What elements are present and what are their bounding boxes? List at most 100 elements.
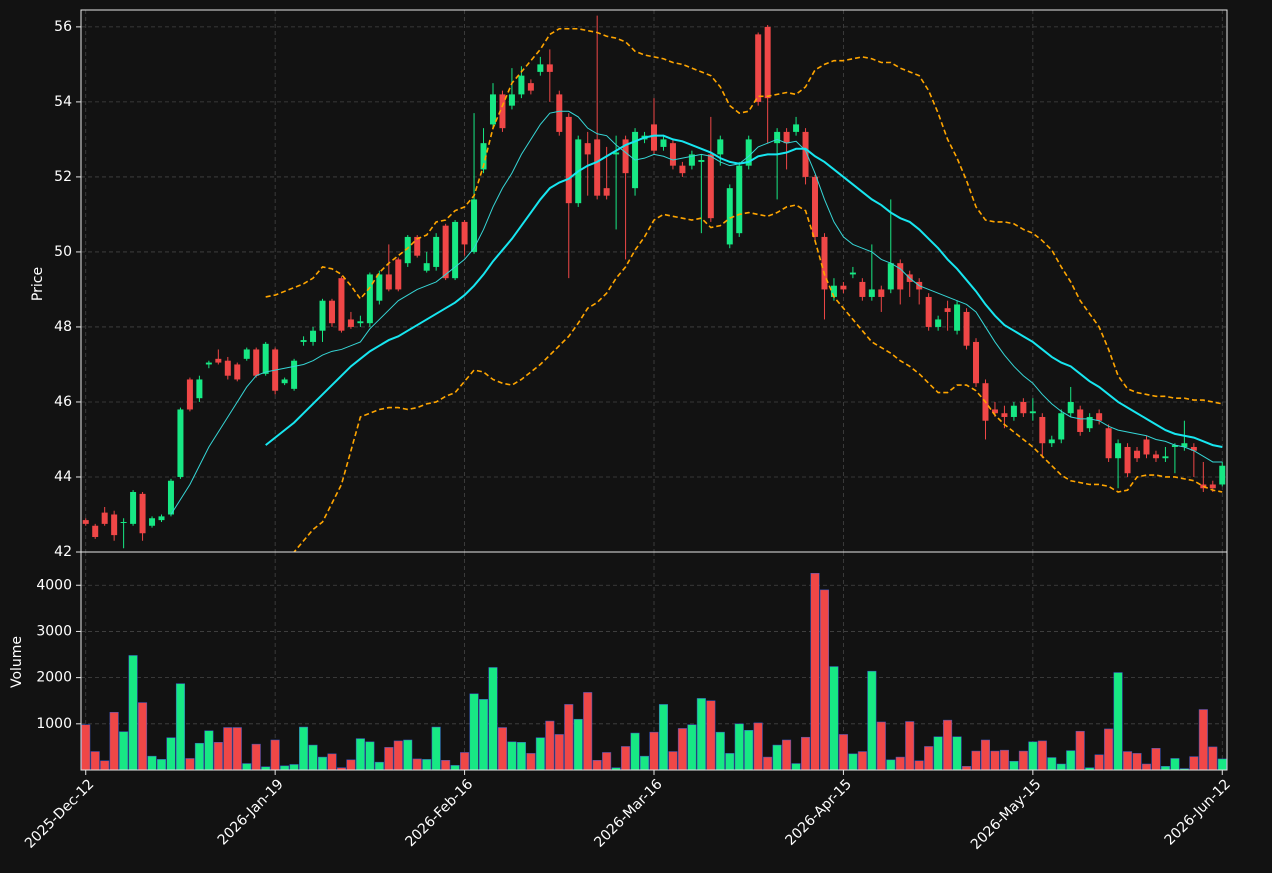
volume-bar (175, 683, 185, 771)
volume-bar (687, 724, 697, 771)
volume-bar (393, 740, 403, 771)
y-tick-label: 56 (54, 19, 72, 35)
volume-bar (460, 752, 470, 771)
volume-bar (1047, 757, 1057, 771)
candle-body (821, 236, 828, 290)
y-tick-label: 4000 (36, 577, 72, 593)
volume-bar (270, 739, 280, 771)
candle-body (726, 188, 733, 245)
candle-body (149, 518, 156, 526)
candle-body (508, 94, 515, 106)
volume-bar (801, 736, 811, 771)
candle-body (774, 131, 781, 144)
volume-bar (1189, 756, 1199, 771)
candle-body (660, 139, 667, 147)
volume-bar (1056, 763, 1066, 771)
candle-body (868, 289, 875, 297)
volume-bar (602, 752, 612, 771)
volume-bar (668, 751, 678, 771)
candle-body (745, 139, 752, 166)
volume-bar (242, 763, 252, 771)
candle-body (262, 343, 269, 374)
indicator-line (265, 134, 1223, 448)
candle-body (613, 152, 620, 155)
volume-bar (905, 721, 915, 771)
candle-body (385, 274, 392, 290)
candle-body (92, 525, 99, 537)
volume-bar (1113, 672, 1123, 771)
volume-bar (630, 732, 640, 771)
volume-bar (943, 719, 953, 771)
candle-body (764, 26, 771, 99)
y-tick-label: 44 (54, 469, 72, 485)
y-tick-label: 52 (54, 169, 72, 185)
volume-bar (829, 666, 839, 771)
volume-bar (914, 760, 924, 771)
volume-bar (1028, 741, 1038, 771)
indicator-line (170, 110, 1223, 515)
candle-body (1181, 443, 1188, 447)
volume-bar (109, 712, 119, 771)
volume-bar (450, 765, 460, 771)
volume-bar (876, 721, 886, 771)
y-tick-label: 1000 (36, 716, 72, 732)
volume-bar (1170, 758, 1180, 771)
candle-body (1143, 439, 1150, 455)
volume-bar (526, 753, 536, 771)
candle-body (130, 491, 137, 524)
volume-bar (403, 739, 413, 771)
candle-body (849, 272, 856, 275)
volume-bar (479, 699, 489, 771)
candle-body (736, 165, 743, 234)
volume-bar (374, 761, 384, 771)
volume-bar (753, 722, 763, 771)
candle-body (1105, 428, 1112, 459)
candle-body (442, 225, 449, 279)
volume-bar (621, 746, 631, 771)
volume-bar (999, 749, 1009, 771)
volume-bar (488, 667, 498, 771)
candle-body (1077, 409, 1084, 432)
volume-bar (554, 734, 564, 771)
volume-bar (1018, 750, 1028, 771)
candle-body (167, 480, 174, 515)
candle-body (310, 330, 317, 342)
volume-bar (592, 760, 602, 771)
candle-body (101, 512, 108, 524)
candle-body (205, 362, 212, 365)
volume-bar (564, 704, 574, 771)
volume-bar (469, 693, 479, 771)
volume-bar (583, 692, 593, 771)
candle-body (366, 274, 373, 324)
volume-bar (1094, 754, 1104, 771)
candle-body (452, 221, 459, 279)
volume-bar (384, 747, 394, 771)
y-tick-label: 46 (54, 394, 72, 410)
candle-body (139, 493, 146, 534)
volume-bar (497, 727, 507, 771)
candle-body (1219, 465, 1226, 485)
candle-body (622, 139, 629, 174)
candle-body (1067, 401, 1074, 414)
volume-bar (772, 744, 782, 771)
candle-body (253, 349, 260, 376)
volume-bar (573, 718, 583, 771)
volume-bar (299, 726, 309, 771)
candle-body (1010, 405, 1017, 417)
candle-body (357, 321, 364, 324)
volume-bar (1198, 709, 1208, 771)
candle-body (897, 263, 904, 290)
volume-bar (535, 737, 545, 771)
y-tick-label: 50 (54, 244, 72, 260)
volume-bar (346, 759, 356, 771)
volume-bar (1208, 746, 1218, 771)
volume-bar (734, 723, 744, 771)
candle-body (338, 278, 345, 331)
candle-body (688, 154, 695, 166)
candle-body (991, 409, 998, 414)
volume-bar (933, 736, 943, 771)
candle-body (234, 364, 241, 380)
volume-bar (857, 751, 867, 771)
candle-body (1001, 413, 1008, 417)
